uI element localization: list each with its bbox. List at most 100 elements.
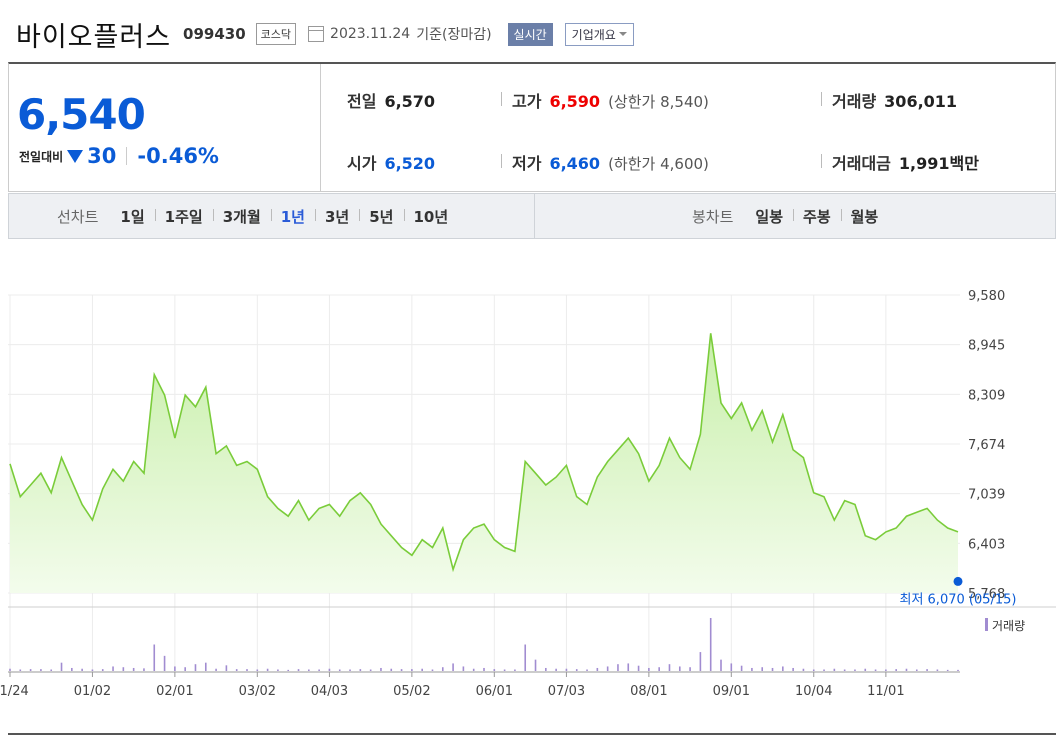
volume-bar [91, 669, 94, 671]
y-tick-label: 7,674 [968, 438, 1005, 453]
line-chart-title: 선차트 [57, 207, 99, 226]
prev-label: 전일 [347, 92, 377, 111]
corp-info-label: 기업개요 [571, 27, 616, 42]
volume-bar [277, 669, 279, 671]
tab-1d[interactable]: 1일 [120, 207, 145, 226]
y-tick-label: 8,945 [968, 339, 1005, 354]
market-badge: 코스닥 [255, 23, 297, 45]
tab-1w[interactable]: 1주일 [154, 206, 213, 227]
divider [8, 733, 1056, 735]
open-value: 6,520 [384, 154, 436, 173]
volume-bar [575, 669, 578, 671]
x-tick-label: 05/02 [393, 684, 430, 699]
volume-bar [380, 667, 382, 671]
volume-bar [874, 669, 877, 671]
volume-bar [390, 668, 393, 671]
volume-bar [730, 663, 733, 671]
volume-bar [19, 669, 22, 671]
volume-bar [256, 669, 259, 671]
volume-bar [606, 666, 609, 671]
y-tick-label: 6,403 [968, 537, 1005, 552]
x-tick-label: 10/04 [795, 684, 832, 699]
volume-bar [720, 659, 722, 671]
volume-bar [761, 667, 764, 671]
volume-bar [617, 664, 619, 671]
prev-value: 6,570 [384, 92, 436, 111]
volume-bar [462, 666, 465, 671]
divider [821, 92, 822, 106]
volume-bar [411, 669, 413, 671]
volume-bar [308, 669, 310, 671]
volume-bar [81, 668, 83, 671]
candle-chart-title: 봉차트 [692, 207, 734, 226]
volume-bar [782, 666, 784, 671]
tab-3y[interactable]: 3년 [315, 206, 359, 227]
volume-bar [400, 669, 403, 671]
current-price: 6,540 [17, 90, 146, 139]
price-line [9, 333, 959, 573]
tab-1y[interactable]: 1년 [270, 206, 315, 227]
volume-bar [266, 668, 269, 671]
tab-10y[interactable]: 10년 [403, 206, 459, 227]
x-tick-label: 09/01 [713, 684, 750, 699]
volume-bar [431, 669, 434, 671]
volume-bar [534, 659, 537, 671]
divider [501, 92, 502, 106]
divider [534, 194, 535, 238]
change-percent: -0.46% [137, 144, 219, 168]
lower-limit: (하한가 4,600) [608, 155, 709, 173]
volume-bar [359, 669, 362, 671]
x-tick-label: 06/01 [476, 684, 513, 699]
volume-bar [678, 666, 681, 671]
volume-bar [771, 667, 774, 671]
volume-bar [957, 669, 959, 671]
y-tick-label: 9,580 [968, 289, 1005, 304]
x-tick-label: 01/02 [74, 684, 111, 699]
volume-bar [637, 665, 640, 671]
y-tick-label: 7,039 [968, 488, 1005, 503]
volume-bar [926, 669, 928, 671]
volume-bar [493, 669, 496, 671]
y-tick-label: 5,768 [968, 587, 1005, 602]
volume-bar [441, 667, 444, 671]
volume-bar [936, 669, 939, 671]
volume-legend-swatch [985, 618, 988, 631]
tab-weekly[interactable]: 주봉 [793, 206, 841, 227]
price-area [10, 333, 958, 593]
volume-bar [596, 667, 599, 671]
tab-daily[interactable]: 일봉 [755, 207, 784, 226]
volume-value: 306,011 [884, 92, 958, 111]
volume-bar [174, 666, 176, 671]
period-tab-group: 선차트 1일 1주일 3개월 1년 3년 5년 10년 [57, 194, 458, 238]
change-label: 전일대비 [19, 149, 64, 164]
volume-bar [699, 652, 702, 671]
volume-bar [29, 669, 32, 671]
x-tick-label: 02/01 [156, 684, 193, 699]
low-marker [953, 576, 963, 586]
realtime-button[interactable]: 실시간 [507, 22, 553, 46]
amount-value: 1,991백만 [898, 154, 979, 173]
volume-bar [946, 669, 949, 671]
tab-monthly[interactable]: 월봉 [840, 206, 889, 227]
y-tick-label: 8,309 [968, 388, 1005, 403]
volume-bar [349, 669, 351, 671]
volume-bar [287, 669, 290, 671]
stat-prev: 전일 6,570 [347, 88, 435, 112]
tab-3m[interactable]: 3개월 [212, 206, 271, 227]
stock-header: 바이오플러스 099430 코스닥 2023.11.24 기준(장마감) 실시간… [16, 14, 634, 54]
tab-5y[interactable]: 5년 [359, 206, 403, 227]
volume-bar [823, 669, 825, 671]
low-annotation: 최저 6,070 (05/15) [899, 592, 1016, 607]
low-label: 저가 [512, 154, 542, 173]
volume-bar [122, 667, 125, 671]
change-value: 30 [87, 144, 117, 168]
volume-bar [545, 667, 547, 671]
x-tick-label: 07/03 [548, 684, 585, 699]
volume-bar [864, 668, 867, 671]
volume-bar [915, 669, 918, 671]
volume-bar [514, 669, 516, 671]
stat-open: 시가 6,520 [347, 150, 435, 174]
corp-info-dropdown[interactable]: 기업개요 [564, 22, 634, 46]
volume-legend-label: 거래량 [992, 619, 1025, 633]
